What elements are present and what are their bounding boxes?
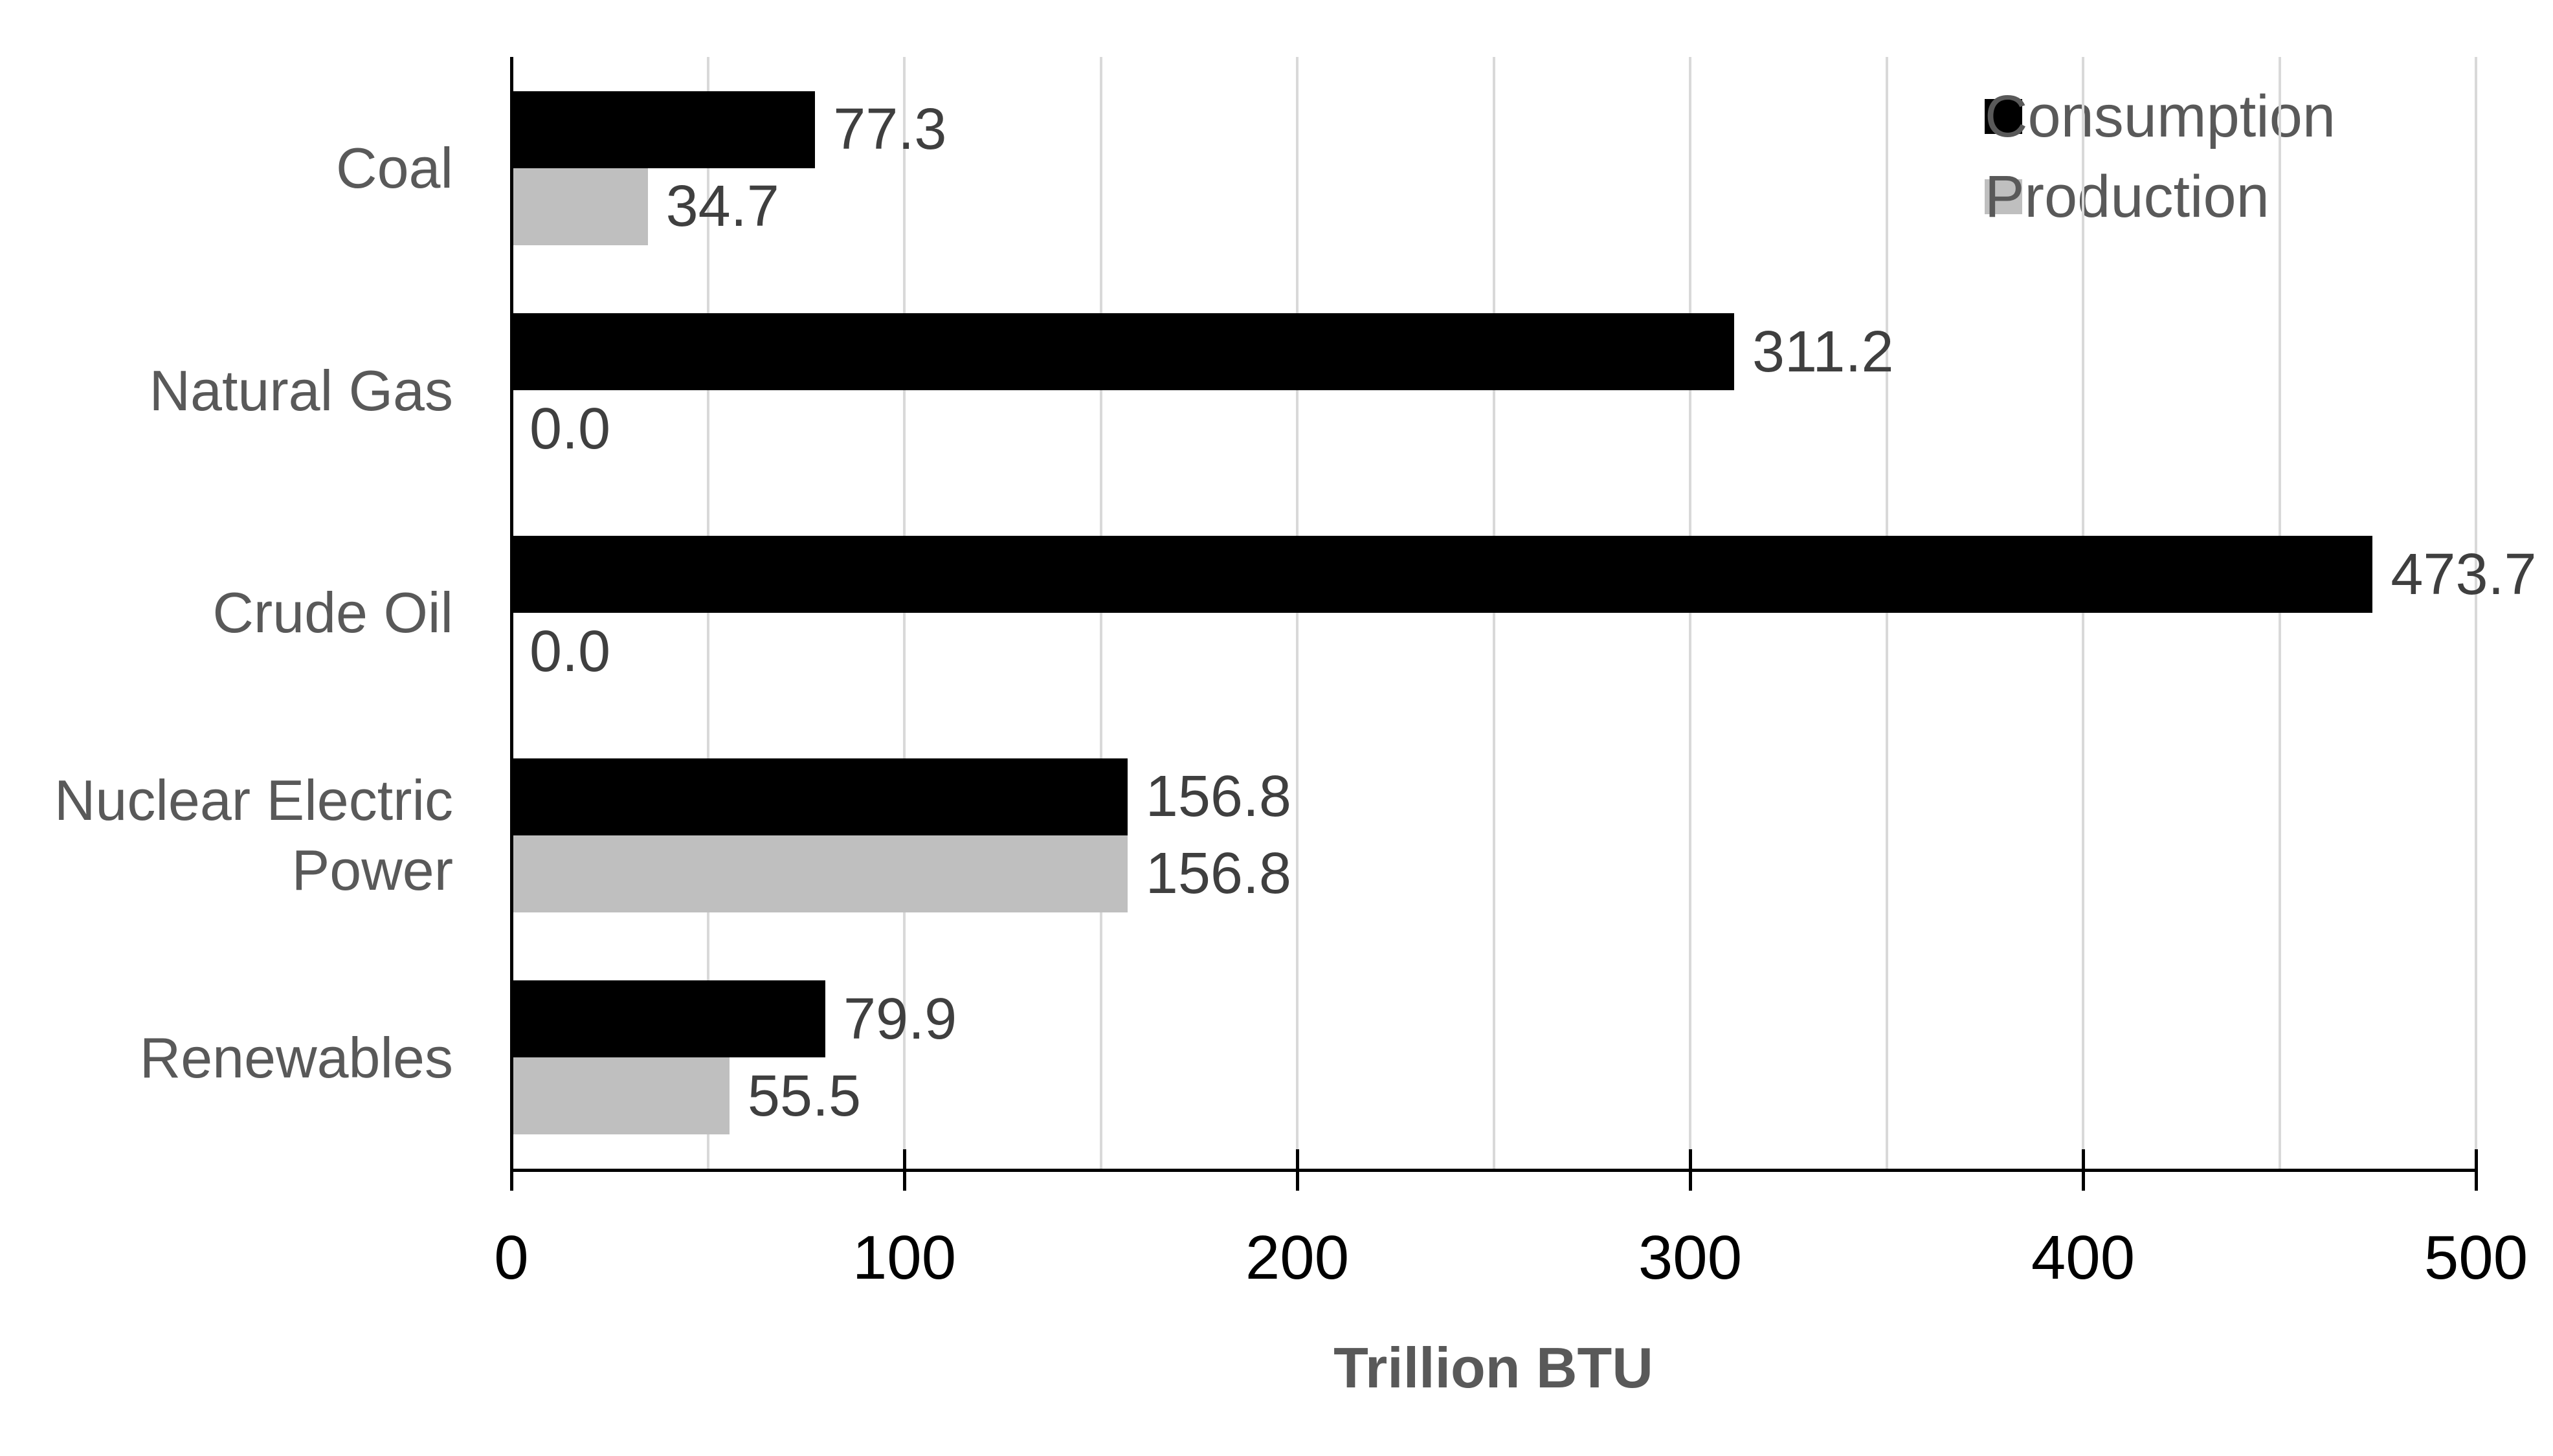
- category-label-text: Crude Oil: [212, 580, 453, 645]
- value-label-coal-production: 34.7: [665, 174, 779, 239]
- tick-0: [510, 1149, 513, 1191]
- tick-label-300: 300: [1638, 1223, 1743, 1292]
- y-axis-line: [510, 57, 513, 1191]
- legend-swatch-production: [1985, 179, 2022, 214]
- value-label-renewables-consumption: 79.9: [843, 986, 957, 1052]
- gridline-350: [1885, 57, 1888, 1169]
- gridline-50: [706, 57, 709, 1169]
- legend-label: Consumption: [1985, 83, 2336, 149]
- bar-coal-consumption: [511, 91, 816, 168]
- category-label-natural-gas: Natural Gas: [0, 280, 453, 502]
- gridline-100: [903, 57, 906, 1169]
- x-axis-line: [511, 1169, 2476, 1172]
- bar-natural-gas-consumption: [511, 313, 1734, 391]
- legend: Consumption Production: [1985, 83, 2503, 283]
- bar-coal-production: [511, 168, 648, 245]
- tick-400: [2082, 1149, 2085, 1191]
- value-label-nuclear-electric-power-production: 156.8: [1145, 841, 1291, 907]
- tick-label-200: 200: [1245, 1223, 1350, 1292]
- legend-label: Production: [1985, 164, 2269, 230]
- value-label-nuclear-electric-power-consumption: 156.8: [1145, 764, 1291, 830]
- legend-swatch-consumption: [1985, 99, 2022, 134]
- gridline-200: [1296, 57, 1299, 1169]
- gridline-400: [2082, 57, 2084, 1169]
- value-label-renewables-production: 55.5: [747, 1063, 862, 1129]
- gridline-300: [1689, 57, 1691, 1169]
- bar-renewables-consumption: [511, 980, 825, 1058]
- tick-200: [1296, 1149, 1299, 1191]
- category-label-crude-oil: Crude Oil: [0, 502, 453, 724]
- bar-nuclear-electric-power-production: [511, 835, 1128, 912]
- category-label-text: Renewables: [139, 1025, 453, 1090]
- tick-300: [1689, 1149, 1692, 1191]
- value-label-crude-oil-consumption: 473.7: [2391, 542, 2537, 607]
- bar-renewables-production: [511, 1057, 730, 1135]
- tick-label-0: 0: [494, 1223, 529, 1292]
- value-label-natural-gas-consumption: 311.2: [1752, 319, 1894, 384]
- tick-label-400: 400: [2031, 1223, 2135, 1292]
- value-label-coal-consumption: 77.3: [833, 97, 947, 162]
- gridline-500: [2475, 57, 2477, 1169]
- tick-label-100: 100: [852, 1223, 957, 1292]
- tick-label-500: 500: [2424, 1223, 2528, 1292]
- category-label-renewables: Renewables: [0, 946, 453, 1169]
- value-label-crude-oil-production: 0.0: [530, 619, 611, 684]
- tick-500: [2475, 1149, 2478, 1191]
- bar-crude-oil-consumption: [511, 536, 2373, 613]
- value-label-natural-gas-production: 0.0: [530, 396, 611, 461]
- gridline-150: [1099, 57, 1102, 1169]
- x-axis-title: Trillion BTU: [1333, 1336, 1653, 1400]
- category-label-coal: Coal: [0, 57, 453, 280]
- category-label-nuclear-electric-power: Nuclear Electric Power: [0, 724, 453, 947]
- bar-nuclear-electric-power-consumption: [511, 758, 1128, 835]
- gridline-450: [2278, 57, 2281, 1169]
- gridline-250: [1492, 57, 1495, 1169]
- category-label-text: Coal: [336, 136, 453, 201]
- tick-100: [903, 1149, 906, 1191]
- category-label-text: Nuclear Electric Power: [54, 768, 453, 902]
- category-label-text: Natural Gas: [149, 358, 453, 423]
